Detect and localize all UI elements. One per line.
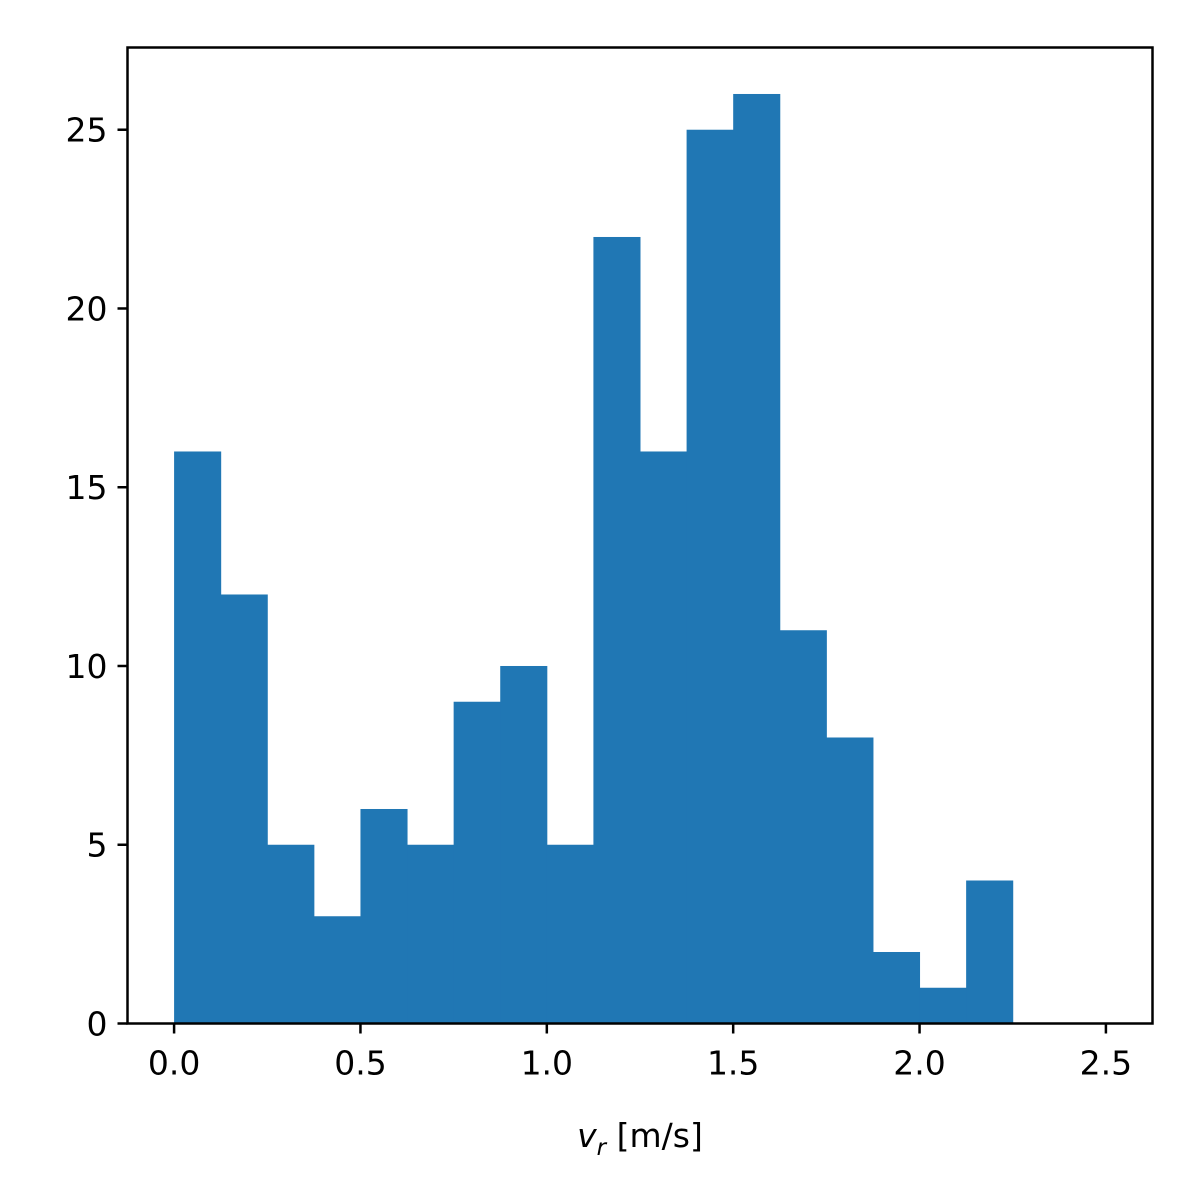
histogram-bar [220,594,268,1024]
histogram-bar [313,916,361,1024]
histogram-bar [267,844,315,1024]
y-tick-label: 20 [66,289,108,328]
histogram-bar [686,129,734,1024]
histogram-bar [453,701,501,1024]
x-tick-label: 2.0 [893,1044,945,1083]
y-tick-label: 15 [66,468,108,507]
x-axis-label: vr [m/s] [577,1116,703,1161]
x-axis-label-unit: [m/s] [606,1116,703,1155]
histogram-bar [500,665,548,1024]
x-tick-label: 1.5 [707,1044,759,1083]
histogram-bar [407,844,455,1024]
histogram-bar [872,951,921,1024]
x-tick-label: 0.0 [148,1044,200,1083]
x-axis-label-subscript: r [597,1135,608,1161]
y-tick-label: 25 [66,111,108,150]
histogram-bar [593,236,641,1024]
y-tick-label: 5 [87,826,108,865]
histogram-bar [826,737,874,1024]
x-axis-label-variable: v [577,1116,597,1155]
histogram-bar [174,451,222,1024]
x-tick-label: 1.0 [521,1044,573,1083]
x-tick-label: 0.5 [334,1044,386,1083]
histogram-bar [779,630,827,1024]
histogram-bar [966,880,1014,1024]
histogram-bar [360,808,408,1024]
y-tick-label: 0 [87,1005,108,1044]
histogram-bar [733,93,781,1024]
histogram-bar [546,844,594,1024]
y-tick-label: 10 [66,647,108,686]
histogram-bar [919,987,967,1024]
bars-group [174,93,1014,1024]
y-axis-ticks: 0 5 10 15 20 25 [66,111,128,1044]
histogram-bar [640,451,688,1024]
x-axis-ticks: 0.0 0.5 1.0 1.5 2.0 2.5 [148,1023,1132,1083]
x-tick-label: 2.5 [1080,1044,1132,1083]
plot-frame [126,46,1154,1025]
